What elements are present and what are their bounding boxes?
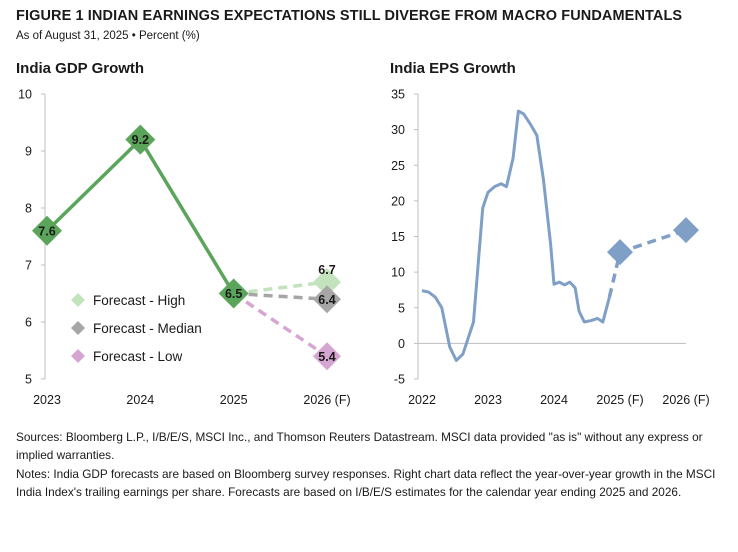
eps-y-tick-label: 5 [398,301,405,315]
gdp-x-tick-label: 2023 [33,393,61,407]
gdp-forecast-marker [313,268,341,297]
eps-x-tick-label: 2026 (F) [662,393,709,407]
gdp-y-tick-label: 10 [18,88,32,102]
figure-subtitle: As of August 31, 2025 • Percent (%) [16,30,200,42]
gdp-data-label: 5.4 [318,350,335,364]
eps-y-tick-label: 25 [391,159,405,173]
eps-forecast-marker [607,239,633,266]
eps-x-tick-label: 2025 (F) [596,393,643,407]
gdp-actual-marker [125,124,156,155]
eps-chart-title: India EPS Growth [390,60,516,77]
eps-y-tick-label: 30 [391,123,405,137]
gdp-forecast-marker [313,285,341,314]
gdp-legend-marker [71,293,85,307]
gdp-actual-marker [32,215,62,246]
eps-x-tick-label: 2023 [474,393,502,407]
gdp-y-tick-label: 7 [25,259,32,273]
sources-note: Sources: Bloomberg L.P., I/B/E/S, MSCI I… [16,430,703,462]
gdp-y-tick-label: 6 [25,316,32,330]
figure-title: FIGURE 1 INDIAN EARNINGS EXPECTATIONS ST… [16,8,683,24]
gdp-actual-line [45,136,236,295]
eps-x-tick-label: 2024 [540,393,568,407]
gdp-x-tick-label: 2026 (F) [303,393,350,407]
gdp-y-tick-label: 9 [25,145,32,159]
gdp-data-label: 7.6 [38,224,55,238]
eps-forecast-marker [673,217,699,244]
gdp-forecast-marker [313,342,341,371]
gdp-legend-label: Forecast - High [93,293,185,308]
eps-y-tick-label: 10 [391,266,405,280]
gdp-x-tick-label: 2025 [220,393,248,407]
gdp-legend-marker [71,321,85,335]
footnotes: Sources: Bloomberg L.P., I/B/E/S, MSCI I… [16,428,716,502]
gdp-legend-marker [71,349,85,363]
gdp-data-label: 6.7 [318,263,335,277]
eps-actual-line [421,109,611,362]
gdp-x-tick-label: 2024 [126,393,154,407]
gdp-y-tick-label: 8 [25,202,32,216]
gdp-forecast-line [232,292,328,358]
eps-y-tick-label: 35 [391,88,405,102]
gdp-actual-marker [218,278,249,309]
gdp-legend-label: Forecast - Low [93,349,183,364]
gdp-data-label: 6.5 [225,287,242,301]
eps-y-tick-label: 0 [398,337,405,351]
eps-x-tick-label: 2022 [408,393,436,407]
eps-y-tick-label: -5 [394,373,405,387]
gdp-chart-title: India GDP Growth [16,60,144,77]
gdp-data-label: 9.2 [132,133,149,147]
eps-y-tick-label: 15 [391,230,405,244]
gdp-legend-label: Forecast - Median [93,321,202,336]
gdp-forecast-line [233,280,328,296]
gdp-forecast-line [233,291,328,301]
methodology-note: Notes: India GDP forecasts are based on … [16,467,716,499]
gdp-data-label: 6.4 [318,293,335,307]
gdp-y-tick-label: 5 [25,373,32,387]
eps-y-tick-label: 20 [391,194,405,208]
